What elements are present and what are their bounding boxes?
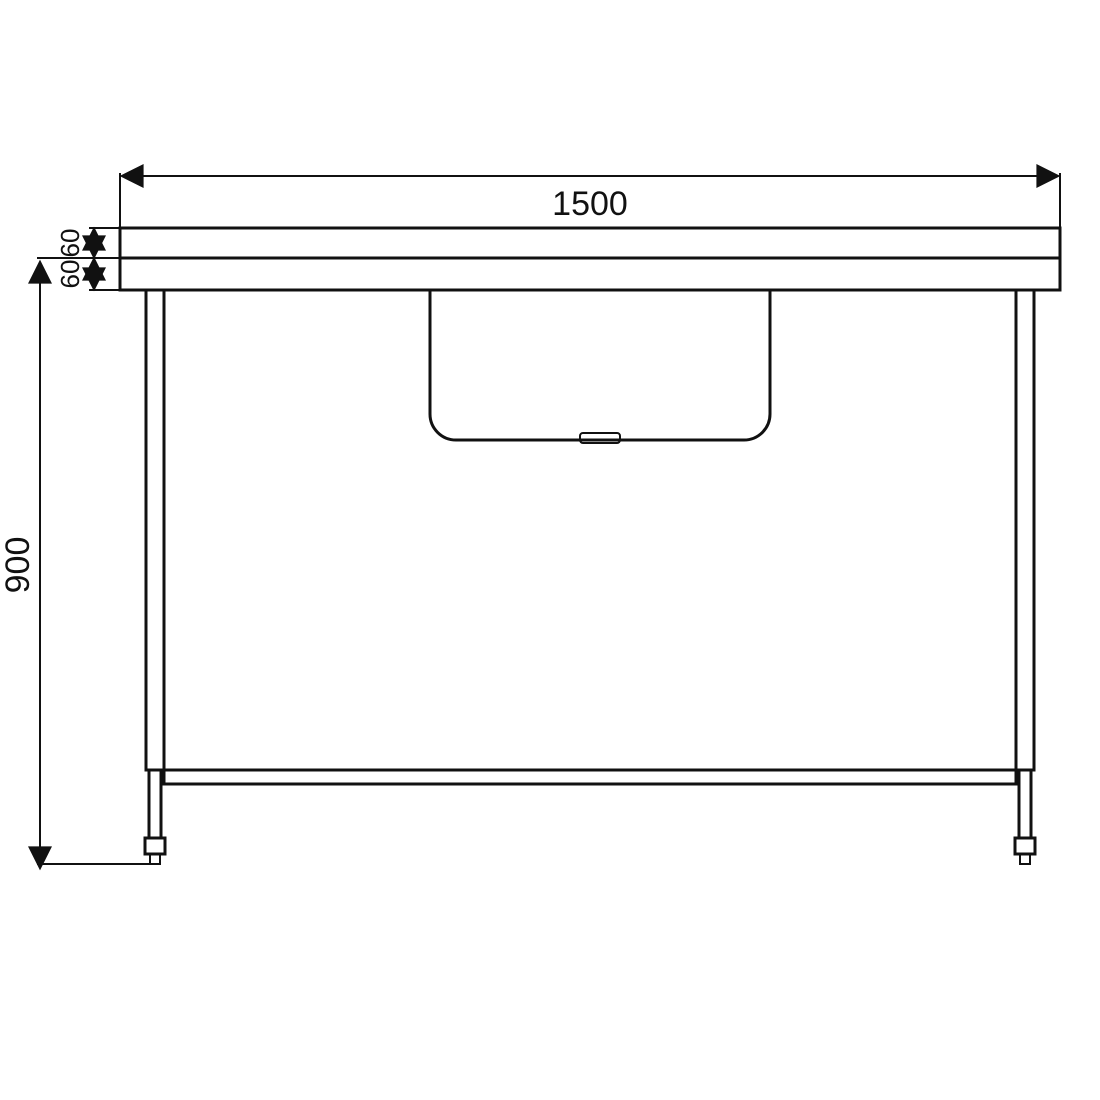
dim-width-label: 1500 <box>552 185 628 223</box>
leg-right-lower <box>1019 770 1031 838</box>
sink-bowl <box>430 290 770 440</box>
worktop-lower <box>120 258 1060 290</box>
cross-bar <box>164 770 1016 784</box>
dim-slab-upper-label: 60 <box>55 229 85 258</box>
dim-height-label: 900 <box>0 537 37 594</box>
technical-drawing: 1500 900 6060 <box>0 0 1100 1100</box>
leg-left-lower <box>149 770 161 838</box>
worktop-upper <box>120 228 1060 258</box>
foot-left <box>145 838 165 854</box>
foot-right <box>1015 838 1035 854</box>
leg-left-upper <box>146 290 164 770</box>
dim-slab-lower-label: 60 <box>55 260 85 289</box>
leg-right-upper <box>1016 290 1034 770</box>
